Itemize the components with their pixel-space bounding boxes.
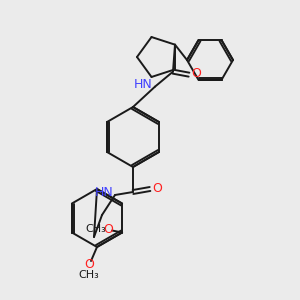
- Text: HN: HN: [94, 187, 113, 200]
- Text: CH₃: CH₃: [79, 270, 99, 280]
- Text: CH₃: CH₃: [86, 224, 106, 235]
- Text: O: O: [152, 182, 162, 194]
- Text: HN: HN: [134, 78, 153, 91]
- Text: O: O: [191, 67, 201, 80]
- Text: O: O: [103, 223, 113, 236]
- Text: O: O: [84, 259, 94, 272]
